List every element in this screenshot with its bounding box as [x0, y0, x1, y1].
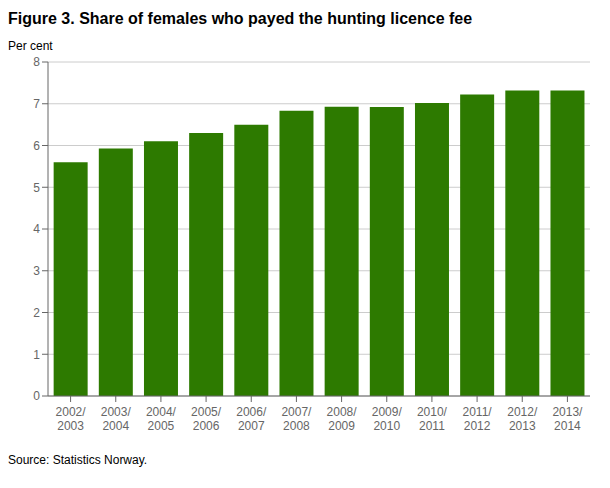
svg-text:2013/2014: 2013/2014	[552, 405, 583, 433]
svg-text:2002/2003: 2002/2003	[56, 405, 87, 433]
svg-text:2008/2009: 2008/2009	[327, 405, 358, 433]
html-text:Figure 3. Share of females who: Figure 3. Share of females who payed the…	[8, 10, 473, 27]
svg-text:2009/2010: 2009/2010	[372, 405, 403, 433]
svg-text:2005/2006: 2005/2006	[191, 405, 222, 433]
html-text:Per cent: Per cent	[8, 39, 53, 53]
svg-text:0: 0	[33, 389, 40, 403]
svg-text:7: 7	[33, 97, 40, 111]
svg-text:4: 4	[33, 222, 40, 236]
html-text:Source: Statistics Norway.: Source: Statistics Norway.	[8, 453, 148, 467]
svg-text:3: 3	[33, 264, 40, 278]
svg-text:2012/2013: 2012/2013	[507, 405, 538, 433]
svg-text:2007/2008: 2007/2008	[281, 405, 312, 433]
svg-text:2011/2012: 2011/2012	[463, 405, 493, 433]
svg-text:2004/2005: 2004/2005	[146, 405, 177, 433]
svg-text:6: 6	[33, 139, 40, 153]
svg-text:2003/2004: 2003/2004	[101, 405, 132, 433]
svg-text:2: 2	[33, 306, 40, 320]
svg-text:2006/2007: 2006/2007	[236, 405, 267, 433]
svg-text:1: 1	[33, 348, 40, 362]
svg-text:8: 8	[33, 55, 40, 69]
svg-text:5: 5	[33, 181, 40, 195]
svg-text:2010/2011: 2010/2011	[417, 405, 448, 433]
